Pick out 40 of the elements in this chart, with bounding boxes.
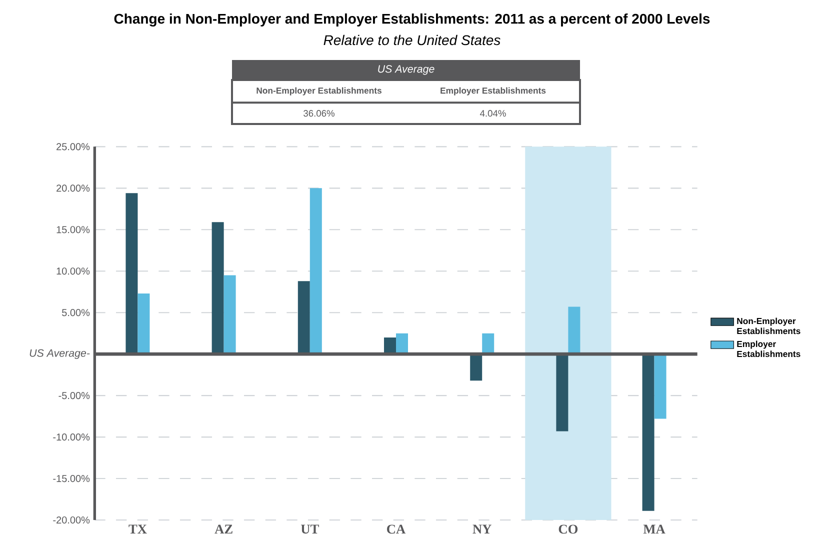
text: US Average bbox=[378, 65, 434, 75]
bar bbox=[298, 281, 310, 354]
y-tick-label: 10.00% bbox=[56, 268, 90, 275]
text: 4.04% bbox=[480, 110, 506, 117]
y-tick-label: 15.00% bbox=[56, 226, 90, 234]
bar bbox=[642, 354, 654, 511]
y-tick-label: -20.00% bbox=[53, 516, 90, 524]
y-tick-label: 20.00% bbox=[56, 184, 90, 192]
bar bbox=[126, 193, 138, 354]
text: Employer Establishments bbox=[440, 87, 546, 96]
x-tick-label: TX bbox=[128, 524, 147, 534]
bar bbox=[482, 333, 494, 354]
x-tick-label: NY bbox=[472, 524, 492, 534]
x-tick-label: CA bbox=[387, 524, 406, 534]
bar bbox=[396, 333, 408, 354]
y-tick-label: 5.00% bbox=[62, 309, 90, 316]
bar bbox=[568, 306, 580, 354]
x-tick-label: AZ bbox=[214, 524, 232, 534]
chart-subtitle: Relative to the United States bbox=[324, 34, 500, 46]
y-tick-label: -5.00% bbox=[58, 392, 90, 400]
text: 36.06% bbox=[304, 110, 334, 117]
x-tick-label: CO bbox=[558, 524, 578, 534]
bar bbox=[470, 354, 482, 381]
bar bbox=[138, 294, 150, 354]
text: Non-Employer Establishments bbox=[256, 87, 382, 96]
bar bbox=[212, 222, 224, 354]
legend-label: Non-Employer Establishments bbox=[737, 318, 800, 334]
x-tick-label: UT bbox=[300, 524, 319, 534]
bar bbox=[310, 188, 322, 354]
bar bbox=[224, 275, 236, 354]
y-tick-label: -15.00% bbox=[53, 474, 90, 482]
bar bbox=[654, 354, 666, 419]
bar bbox=[556, 354, 568, 432]
ref-line-label: US Average- bbox=[30, 349, 90, 359]
legend-label: Employer Establishments bbox=[737, 340, 800, 358]
bar bbox=[384, 337, 396, 354]
y-tick-label: -10.00% bbox=[53, 434, 90, 441]
x-tick-label: MA bbox=[643, 524, 666, 534]
y-tick-label: 25.00% bbox=[56, 143, 90, 150]
chart-title: Change in Non-Employer and Employer Establishments: 2011 as a percent of 2000 Levels bbox=[114, 13, 710, 27]
